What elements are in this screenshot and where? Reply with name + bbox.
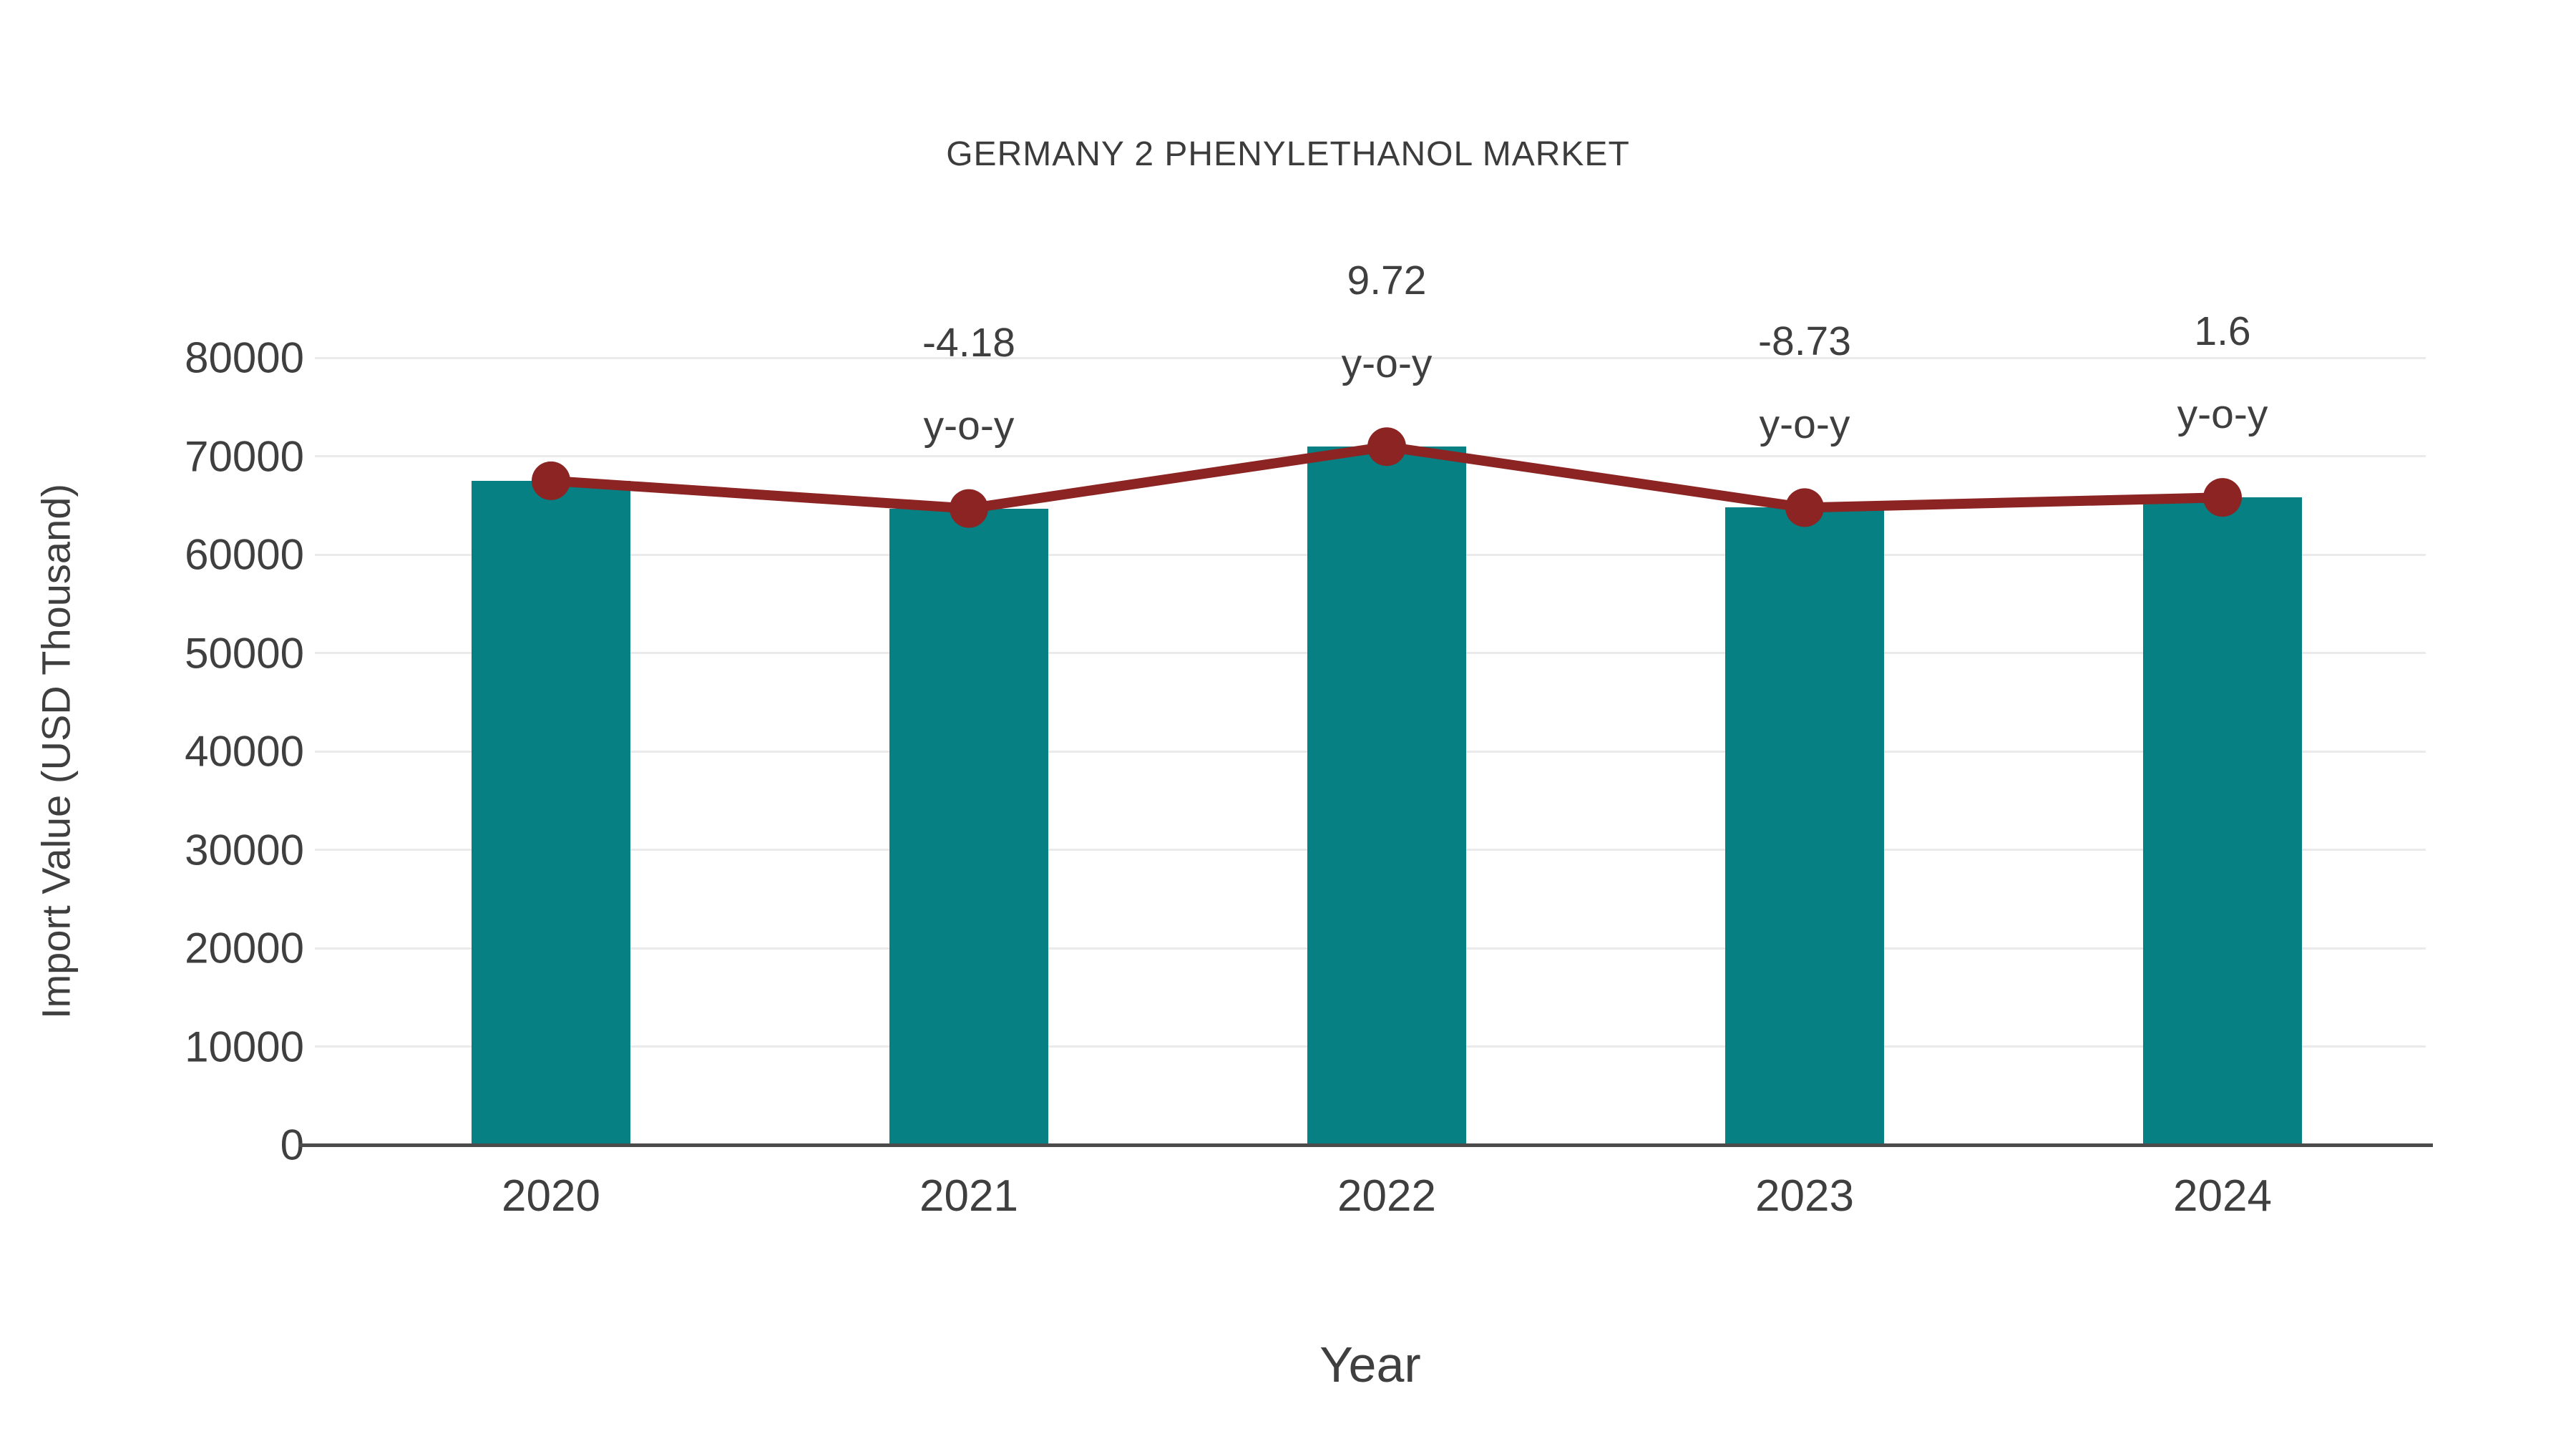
y-tick-label-20000: 20000: [185, 924, 304, 972]
x-tick-label-2021: 2021: [919, 1171, 1018, 1221]
x-tick-label-2022: 2022: [1337, 1171, 1436, 1221]
x-axis-title: Year: [1319, 1337, 1421, 1392]
y-tick-label-60000: 60000: [185, 530, 304, 579]
annotation-suffix: y-o-y: [2177, 391, 2268, 438]
y-tick-label-80000: 80000: [185, 333, 304, 382]
annotation-suffix: y-o-y: [1759, 401, 1850, 448]
bar-2021: [889, 508, 1048, 1145]
bar-2023: [1725, 507, 1884, 1145]
gridline-80000: [315, 356, 2426, 359]
x-tick-label-2020: 2020: [502, 1171, 600, 1221]
annotation-2024: 1.6 y-o-y: [2177, 290, 2268, 456]
bar-2022: [1307, 447, 1466, 1145]
annotation-suffix: y-o-y: [923, 402, 1015, 449]
annotation-2022: 9.72 y-o-y: [1342, 239, 1433, 405]
y-tick-label-0: 0: [280, 1121, 304, 1169]
x-tick-label-2024: 2024: [2173, 1171, 2272, 1221]
chart-title: GERMANY 2 PHENYLETHANOL MARKET: [946, 135, 1630, 173]
annotation-2021: -4.18 y-o-y: [922, 301, 1015, 467]
y-tick-label-70000: 70000: [185, 432, 304, 480]
bar-2024: [2143, 497, 2302, 1145]
annotation-2023: -8.73 y-o-y: [1758, 300, 1851, 466]
bar-2020: [472, 480, 630, 1145]
x-tick-label-2023: 2023: [1755, 1171, 1854, 1221]
y-tick-label-50000: 50000: [185, 629, 304, 677]
annotation-suffix: y-o-y: [1341, 341, 1433, 387]
y-tick-label-30000: 30000: [185, 826, 304, 874]
y-tick-label-10000: 10000: [185, 1023, 304, 1070]
y-tick-label-40000: 40000: [185, 727, 304, 776]
annotation-value: -4.18: [922, 319, 1015, 366]
x-axis-line: [299, 1143, 2433, 1147]
annotation-value: -8.73: [1758, 318, 1851, 365]
annotation-value: 1.6: [2194, 308, 2251, 355]
annotation-value: 9.72: [1347, 258, 1427, 304]
